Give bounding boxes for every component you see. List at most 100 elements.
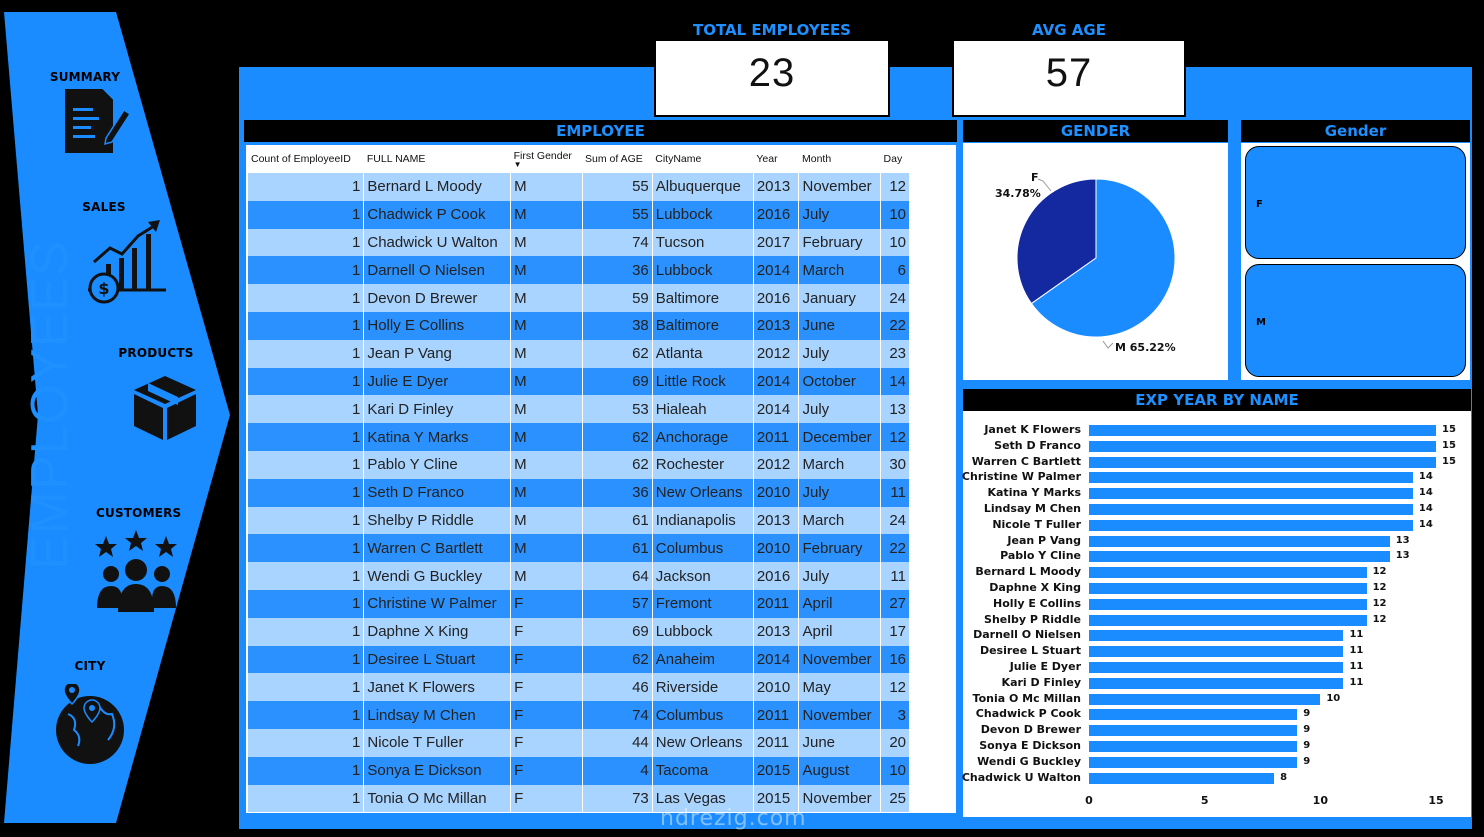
table-cell: 1: [248, 673, 365, 702]
table-cell: 1: [248, 173, 365, 201]
bar-value-label: 11: [1349, 676, 1364, 688]
table-row[interactable]: 1 Sonya E Dickson F 4 Tacoma 2015 August 10: [248, 756, 910, 785]
table-row[interactable]: 1 Chadwick U Walton M 74 Tucson 2017 February 1…: [248, 228, 910, 257]
table-cell: July: [798, 339, 882, 368]
bar[interactable]: [1089, 488, 1413, 500]
slicer-option-f[interactable]: F: [1245, 146, 1466, 259]
table-cell: 36: [582, 478, 653, 507]
table-row[interactable]: 1 Julie E Dyer M 69 Little Rock 2014 October 14: [248, 367, 910, 396]
table-cell: Daphne X King: [363, 617, 512, 646]
table-row[interactable]: 1 Pablo Y Cline M 62 Rochester 2012 March 30: [248, 450, 910, 479]
slicer-option-m[interactable]: M: [1245, 264, 1466, 377]
table-cell: 2015: [753, 784, 800, 813]
table-row[interactable]: 1 Shelby P Riddle M 61 Indianapolis 2013 March…: [248, 506, 910, 535]
table-cell: 1: [248, 784, 365, 813]
bar[interactable]: [1089, 425, 1436, 436]
column-header[interactable]: Sum of AGE: [582, 145, 652, 173]
bar[interactable]: [1089, 519, 1413, 531]
sort-desc-icon[interactable]: ▼: [513, 160, 522, 169]
table-cell: New Orleans: [652, 728, 754, 757]
bar-label: Chadwick U Walton: [961, 770, 1081, 784]
table-cell: Kari D Finley: [363, 395, 512, 424]
table-cell: 4: [582, 756, 653, 785]
table-row[interactable]: 1 Christine W Palmer F 57 Fremont 2011 April 27: [248, 589, 910, 618]
customers-icon[interactable]: [94, 530, 180, 614]
column-header[interactable]: CityName: [652, 145, 753, 173]
table-row[interactable]: 1 Darnell O Nielsen M 36 Lubbock 2014 March 6: [248, 256, 910, 285]
x-tick-label: 15: [1428, 794, 1444, 807]
column-header[interactable]: FULL NAME: [364, 145, 511, 173]
table-row[interactable]: 1 Tonia O Mc Millan F 73 Las Vegas 2015 Novemb…: [248, 784, 910, 813]
bar[interactable]: [1089, 472, 1413, 484]
box-icon[interactable]: [130, 372, 200, 442]
bar[interactable]: [1089, 614, 1367, 626]
table-cell: 2016: [753, 562, 800, 590]
nav-customers-label[interactable]: CUSTOMERS: [96, 506, 182, 520]
bar[interactable]: [1089, 598, 1367, 610]
table-cell: 1: [248, 534, 365, 563]
table-cell: 13: [880, 395, 910, 424]
nav-city-label[interactable]: CITY: [74, 659, 106, 673]
column-header-label: CityName: [655, 153, 702, 165]
table-row[interactable]: 1 Bernard L Moody M 55 Albuquerque 2013 Novemb…: [248, 173, 910, 201]
globe-icon[interactable]: [52, 684, 130, 766]
bar[interactable]: [1089, 646, 1344, 658]
column-header[interactable]: Month: [799, 145, 881, 173]
bar[interactable]: [1089, 504, 1413, 515]
table-row[interactable]: 1 Janet K Flowers F 46 Riverside 2010 May 12: [248, 673, 910, 702]
table-cell: 73: [582, 784, 653, 813]
bar[interactable]: [1089, 677, 1344, 689]
table-row[interactable]: 1 Desiree L Stuart F 62 Anaheim 2014 November 1…: [248, 645, 910, 674]
bar[interactable]: [1089, 741, 1298, 752]
table-cell: August: [798, 756, 882, 785]
table-row[interactable]: 1 Holly E Collins M 38 Baltimore 2013 June 22: [248, 311, 910, 340]
bar[interactable]: [1089, 456, 1436, 468]
growth-chart-icon[interactable]: $: [86, 218, 168, 306]
bar[interactable]: [1089, 662, 1344, 673]
table-row[interactable]: 1 Kari D Finley M 53 Hialeah 2014 July 13: [248, 395, 910, 424]
bar[interactable]: [1089, 630, 1344, 642]
column-header-label: Day: [883, 153, 903, 165]
exp-year-chart-title: EXP YEAR BY NAME: [963, 389, 1471, 411]
table-row[interactable]: 1 Katina Y Marks M 62 Anchorage 2011 December 1…: [248, 423, 910, 451]
bar-value-label: 12: [1372, 582, 1387, 593]
kpi-avg-age-label: AVG AGE: [954, 19, 1184, 41]
bar[interactable]: [1089, 709, 1298, 721]
table-cell: Tonia O Mc Millan: [363, 784, 512, 813]
nav-summary-label[interactable]: SUMMARY: [49, 70, 121, 84]
bar[interactable]: [1089, 772, 1275, 784]
bar[interactable]: [1089, 756, 1298, 768]
table-row[interactable]: 1 Lindsay M Chen F 74 Columbus 2011 November 3: [248, 701, 910, 729]
table-row[interactable]: 1 Devon D Brewer M 59 Baltimore 2016 January 24: [248, 284, 910, 312]
bar[interactable]: [1089, 583, 1367, 594]
table-cell: Indianapolis: [652, 506, 754, 535]
column-header[interactable]: Day: [881, 145, 910, 173]
document-icon[interactable]: [62, 86, 132, 156]
column-header[interactable]: Year: [753, 145, 799, 173]
nav-products-label[interactable]: PRODUCTS: [118, 346, 194, 360]
table-row[interactable]: 1 Wendi G Buckley M 64 Jackson 2016 July 11: [248, 562, 910, 590]
pie-slice-m[interactable]: [1030, 178, 1176, 338]
nav-sales-label[interactable]: SALES: [82, 200, 126, 214]
bar[interactable]: [1089, 535, 1390, 547]
pie-slice-f[interactable]: [1016, 178, 1097, 305]
bar[interactable]: [1089, 567, 1367, 579]
bar[interactable]: [1089, 551, 1390, 563]
table-row[interactable]: 1 Seth D Franco M 36 New Orleans 2010 July 11: [248, 478, 910, 507]
table-row[interactable]: 1 Daphne X King F 69 Lubbock 2013 April 17: [248, 617, 910, 646]
table-row[interactable]: 1 Jean P Vang M 62 Atlanta 2012 July 23: [248, 339, 910, 368]
bar[interactable]: [1089, 440, 1436, 452]
bar[interactable]: [1089, 725, 1298, 737]
column-header[interactable]: First Gender ▼: [511, 145, 582, 173]
table-cell: Baltimore: [652, 284, 754, 312]
table-row[interactable]: 1 Warren C Bartlett M 61 Columbus 2010 Februar…: [248, 534, 910, 563]
table-row[interactable]: 1 Chadwick P Cook M 55 Lubbock 2016 July 10: [248, 200, 910, 229]
bar[interactable]: [1089, 693, 1321, 705]
bar-label: Warren C Bartlett: [971, 454, 1081, 468]
bar-value-label: 15: [1442, 439, 1456, 451]
column-header[interactable]: Count of EmployeeID: [248, 145, 364, 173]
table-row[interactable]: 1 Nicole T Fuller F 44 New Orleans 2011 June 20: [248, 728, 910, 757]
table-cell: December: [798, 423, 882, 451]
bar-value-label: 8: [1280, 771, 1288, 783]
table-scrollbar[interactable]: [910, 173, 954, 813]
